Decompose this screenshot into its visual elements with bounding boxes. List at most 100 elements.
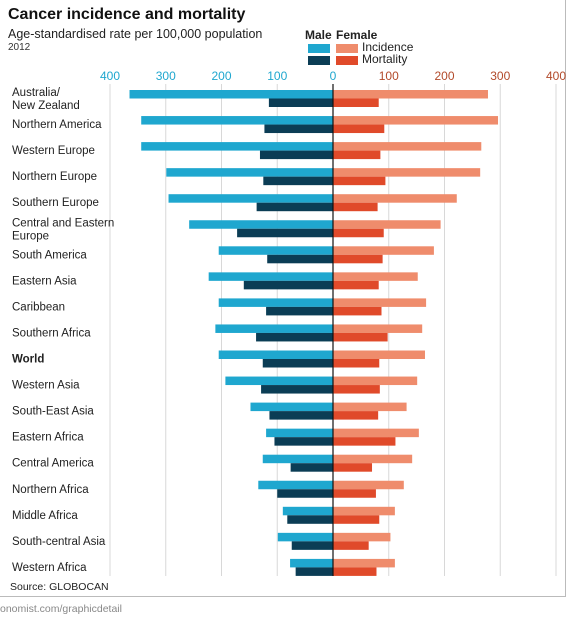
bar-male-incidence — [189, 220, 333, 229]
chart-year: 2012 — [8, 42, 31, 53]
x-tick-label-female: 200 — [434, 69, 454, 83]
bar-male-mortality — [263, 176, 333, 186]
bar-female-mortality — [333, 385, 380, 394]
bar-male-mortality — [237, 228, 333, 238]
bar-male-mortality — [277, 489, 333, 498]
chart-frame — [0, 0, 566, 597]
bar-male-incidence — [218, 298, 333, 307]
bar-female-mortality — [333, 280, 379, 290]
bar-female-mortality — [333, 176, 386, 186]
bar-female-incidence — [333, 272, 418, 281]
category-label: Southern Africa — [12, 327, 91, 339]
bar-female-mortality — [333, 411, 379, 420]
bar-male-mortality — [261, 385, 333, 394]
bar-female-incidence — [333, 402, 407, 412]
x-tick-label-male: 200 — [211, 69, 231, 83]
category-label: South-East Asia — [12, 406, 94, 418]
x-tick-label-male: 300 — [156, 69, 176, 83]
bar-female-mortality — [333, 541, 369, 550]
bar-male-incidence — [141, 142, 333, 151]
bar-female-incidence — [333, 90, 488, 99]
source-url: onomist.com/graphicdetail — [0, 603, 122, 615]
bar-male-incidence — [225, 376, 333, 386]
bar-male-mortality — [262, 359, 333, 368]
bar-female-mortality — [333, 332, 388, 342]
x-tick-label-male: 0 — [330, 69, 337, 83]
category-label: Western Asia — [12, 380, 80, 392]
category-label: Western Africa — [12, 562, 87, 574]
legend-female-header: Female — [336, 28, 378, 42]
category-label: Western Europe — [12, 145, 95, 157]
bar-male-incidence — [262, 454, 333, 464]
category-label: Southern Europe — [12, 197, 99, 209]
bar-female-incidence — [333, 532, 391, 542]
chart-subtitle: Age-standardised rate per 100,000 popula… — [8, 27, 263, 41]
bar-male-mortality — [290, 463, 333, 472]
bar-female-incidence — [333, 506, 395, 516]
bar-male-incidence — [218, 246, 333, 255]
bar-female-mortality — [333, 150, 381, 160]
bar-female-mortality — [333, 567, 377, 576]
category-label: Eastern Asia — [12, 275, 77, 287]
bar-male-incidence — [141, 116, 333, 125]
bar-female-mortality — [333, 98, 379, 107]
legend-incidence-label: Incidence — [362, 40, 414, 54]
source-note: Source: GLOBOCAN — [10, 581, 109, 593]
bar-female-mortality — [333, 437, 396, 446]
bar-male-incidence — [208, 272, 333, 281]
x-tick-label-female: 300 — [490, 69, 510, 83]
category-label: World — [12, 354, 44, 366]
bar-female-mortality — [333, 489, 376, 498]
bar-male-mortality — [256, 202, 333, 212]
bar-male-mortality — [291, 541, 333, 550]
bar-male-mortality — [287, 515, 333, 524]
category-label: Eastern Africa — [12, 432, 84, 444]
category-label: South America — [12, 249, 87, 261]
legend-female-incidence-swatch — [336, 44, 358, 53]
bar-male-incidence — [129, 90, 333, 99]
bar-female-incidence — [333, 246, 434, 255]
bar-female-incidence — [333, 168, 481, 177]
bar-female-mortality — [333, 254, 383, 264]
bar-male-incidence — [282, 506, 333, 516]
legend-male-header: Male — [305, 28, 332, 42]
bar-female-mortality — [333, 124, 385, 134]
bar-male-mortality — [264, 124, 333, 134]
category-label: Central and Eastern Europe — [12, 217, 114, 242]
bar-female-mortality — [333, 463, 373, 472]
bar-male-incidence — [290, 558, 333, 568]
bar-female-incidence — [333, 194, 457, 203]
bar-female-incidence — [333, 116, 499, 125]
bar-male-incidence — [250, 402, 333, 412]
bar-male-mortality — [295, 567, 333, 576]
bar-female-mortality — [333, 306, 382, 316]
x-tick-label-male: 100 — [267, 69, 287, 83]
bar-male-incidence — [258, 480, 333, 490]
legend-male-mortality-swatch — [308, 56, 330, 65]
bar-male-incidence — [277, 532, 333, 542]
bar-male-incidence — [218, 350, 333, 359]
x-tick-label-male: 400 — [100, 69, 120, 83]
category-label: Northern America — [12, 119, 102, 131]
category-label: Northern Europe — [12, 171, 97, 183]
bar-female-incidence — [333, 350, 425, 359]
bar-female-mortality — [333, 359, 380, 368]
bar-male-mortality — [256, 332, 333, 342]
legend-male-incidence-swatch — [308, 44, 330, 53]
bar-female-mortality — [333, 515, 380, 524]
chart-title: Cancer incidence and mortality — [8, 6, 246, 23]
category-label: Central America — [12, 458, 94, 470]
bar-female-incidence — [333, 376, 418, 386]
legend-mortality-label: Mortality — [362, 52, 408, 66]
bar-female-incidence — [333, 558, 395, 568]
bar-male-mortality — [267, 254, 333, 264]
bar-male-mortality — [266, 306, 333, 316]
bar-female-incidence — [333, 298, 427, 307]
legend-female-mortality-swatch — [336, 56, 358, 65]
bar-female-incidence — [333, 324, 423, 333]
bar-male-incidence — [166, 168, 333, 177]
category-label: Middle Africa — [12, 510, 78, 522]
bar-female-incidence — [333, 428, 419, 438]
bar-female-incidence — [333, 480, 404, 490]
